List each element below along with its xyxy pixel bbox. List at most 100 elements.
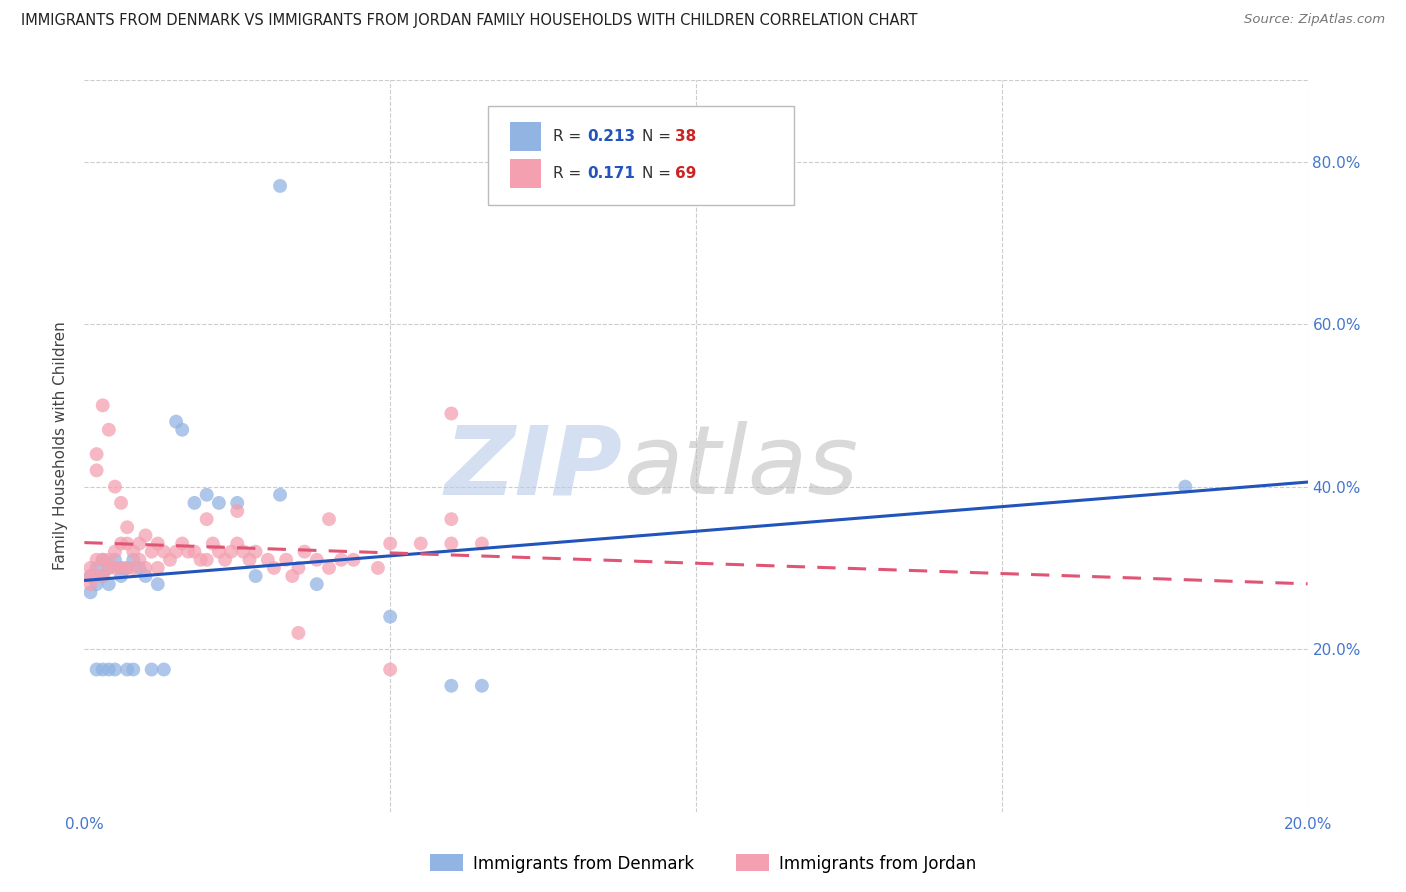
Point bbox=[122, 663, 145, 677]
Point bbox=[318, 561, 340, 575]
Point bbox=[141, 544, 163, 558]
Point bbox=[97, 423, 120, 437]
Text: atlas: atlas bbox=[623, 421, 858, 515]
Point bbox=[115, 561, 138, 575]
Text: R =: R = bbox=[553, 166, 586, 181]
Point bbox=[305, 553, 328, 567]
Point bbox=[97, 553, 120, 567]
Point bbox=[110, 496, 132, 510]
Point bbox=[128, 553, 150, 567]
Point bbox=[471, 679, 494, 693]
Point bbox=[115, 536, 138, 550]
Point bbox=[104, 553, 127, 567]
Point bbox=[219, 544, 242, 558]
Point bbox=[91, 569, 114, 583]
Point bbox=[86, 577, 108, 591]
Point bbox=[104, 544, 127, 558]
Point bbox=[318, 512, 340, 526]
Text: 0.213: 0.213 bbox=[588, 129, 636, 145]
Point bbox=[409, 536, 432, 550]
Point bbox=[305, 577, 328, 591]
Point bbox=[86, 663, 108, 677]
Point bbox=[128, 561, 150, 575]
Point bbox=[86, 569, 108, 583]
Point bbox=[165, 544, 187, 558]
Point bbox=[226, 496, 249, 510]
Point bbox=[177, 544, 200, 558]
Point bbox=[195, 512, 218, 526]
Point bbox=[97, 561, 120, 575]
Point bbox=[122, 544, 145, 558]
Point bbox=[367, 561, 389, 575]
Point bbox=[97, 663, 120, 677]
Point bbox=[440, 407, 463, 421]
Point bbox=[440, 512, 463, 526]
Point bbox=[263, 561, 285, 575]
Point bbox=[440, 536, 463, 550]
Point bbox=[86, 463, 108, 477]
Point bbox=[110, 569, 132, 583]
Point bbox=[110, 536, 132, 550]
Point bbox=[232, 544, 254, 558]
Point bbox=[471, 536, 494, 550]
Point bbox=[380, 536, 402, 550]
Text: Source: ZipAtlas.com: Source: ZipAtlas.com bbox=[1244, 13, 1385, 27]
Point bbox=[122, 553, 145, 567]
Point bbox=[276, 553, 298, 567]
Point bbox=[380, 663, 402, 677]
Point bbox=[79, 577, 101, 591]
Point bbox=[380, 609, 402, 624]
Point bbox=[115, 561, 138, 575]
Point bbox=[1174, 480, 1197, 494]
Text: 69: 69 bbox=[675, 166, 696, 181]
Text: ZIP: ZIP bbox=[444, 421, 623, 515]
Point bbox=[110, 561, 132, 575]
Point bbox=[190, 553, 212, 567]
Point bbox=[146, 536, 169, 550]
Point bbox=[122, 561, 145, 575]
Point bbox=[153, 544, 176, 558]
Point bbox=[91, 663, 114, 677]
Point bbox=[269, 178, 291, 193]
Point bbox=[165, 415, 187, 429]
Point bbox=[172, 536, 194, 550]
Point bbox=[146, 561, 169, 575]
Point bbox=[183, 544, 205, 558]
Point bbox=[159, 553, 181, 567]
Point bbox=[330, 553, 353, 567]
FancyBboxPatch shape bbox=[488, 106, 794, 204]
Point bbox=[91, 553, 114, 567]
Point bbox=[79, 569, 101, 583]
Point bbox=[97, 577, 120, 591]
Text: N =: N = bbox=[643, 129, 676, 145]
Point bbox=[146, 577, 169, 591]
Point bbox=[135, 528, 157, 542]
Text: 38: 38 bbox=[675, 129, 696, 145]
Text: N =: N = bbox=[643, 166, 676, 181]
Point bbox=[104, 561, 127, 575]
FancyBboxPatch shape bbox=[510, 122, 541, 152]
Point bbox=[257, 553, 280, 567]
Point bbox=[115, 520, 138, 534]
Point bbox=[226, 504, 249, 518]
Point bbox=[79, 569, 101, 583]
Point bbox=[104, 663, 127, 677]
Point bbox=[79, 561, 101, 575]
Point bbox=[128, 536, 150, 550]
Text: R =: R = bbox=[553, 129, 586, 145]
Text: IMMIGRANTS FROM DENMARK VS IMMIGRANTS FROM JORDAN FAMILY HOUSEHOLDS WITH CHILDRE: IMMIGRANTS FROM DENMARK VS IMMIGRANTS FR… bbox=[21, 13, 918, 29]
Point bbox=[135, 561, 157, 575]
Point bbox=[342, 553, 364, 567]
Point bbox=[86, 447, 108, 461]
Legend: Immigrants from Denmark, Immigrants from Jordan: Immigrants from Denmark, Immigrants from… bbox=[423, 847, 983, 880]
Point bbox=[79, 585, 101, 599]
Point bbox=[104, 480, 127, 494]
Point bbox=[172, 423, 194, 437]
Point bbox=[281, 569, 304, 583]
Point bbox=[91, 398, 114, 412]
Point bbox=[110, 561, 132, 575]
Point bbox=[214, 553, 236, 567]
Point bbox=[153, 663, 176, 677]
Point bbox=[97, 561, 120, 575]
Point bbox=[245, 569, 267, 583]
